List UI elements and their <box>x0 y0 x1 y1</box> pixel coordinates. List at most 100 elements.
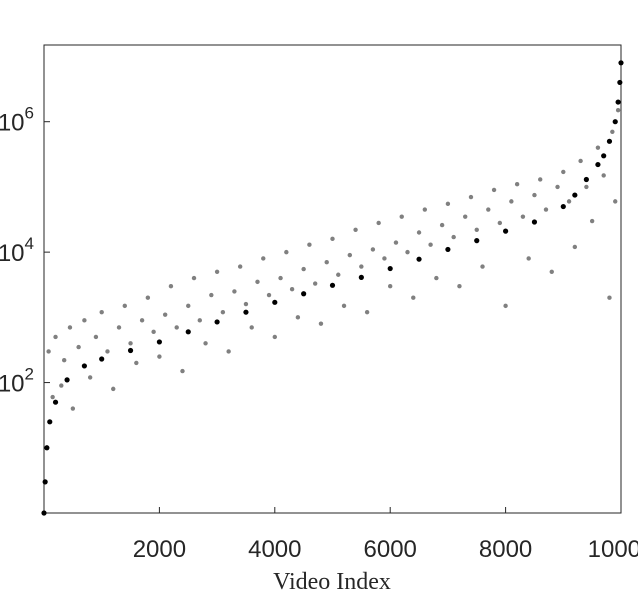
point <box>232 289 237 294</box>
plot-frame <box>43 44 622 514</box>
point <box>272 299 278 305</box>
point <box>359 264 364 269</box>
point <box>416 230 422 235</box>
point <box>307 242 312 247</box>
point <box>503 303 508 309</box>
point <box>99 356 105 362</box>
point <box>329 282 336 288</box>
point <box>589 218 595 224</box>
point <box>428 242 433 247</box>
point <box>393 240 399 245</box>
point <box>468 194 474 200</box>
point <box>330 236 335 242</box>
x-tick-label: 8000 <box>479 536 532 563</box>
point <box>157 354 162 359</box>
point <box>134 360 139 366</box>
point <box>612 119 618 125</box>
point <box>405 249 410 255</box>
x-tick-label: 6000 <box>364 536 417 563</box>
point <box>480 264 485 269</box>
point <box>532 192 537 198</box>
point <box>549 269 554 274</box>
point <box>376 220 381 226</box>
point <box>127 347 134 354</box>
point <box>203 341 208 346</box>
point <box>122 303 127 309</box>
point <box>64 377 70 383</box>
point <box>168 284 174 289</box>
point <box>336 272 341 277</box>
point <box>272 334 277 340</box>
point <box>261 256 266 261</box>
point <box>606 138 613 144</box>
point <box>503 228 509 234</box>
point <box>434 275 439 281</box>
point <box>411 295 416 300</box>
point <box>81 363 87 369</box>
point <box>67 325 73 330</box>
point <box>243 301 249 307</box>
point <box>526 256 531 261</box>
point <box>615 108 621 113</box>
point <box>457 284 462 289</box>
point <box>301 266 306 272</box>
point <box>128 341 133 346</box>
point <box>607 295 612 300</box>
point <box>583 176 589 183</box>
point <box>70 406 76 411</box>
point <box>341 303 347 309</box>
point <box>93 334 99 340</box>
point <box>82 318 87 323</box>
point <box>566 199 572 204</box>
point <box>145 295 151 300</box>
point <box>364 309 370 315</box>
x-tick-label: 2000 <box>133 536 186 563</box>
point <box>41 510 47 516</box>
point <box>266 292 272 298</box>
point <box>105 349 110 354</box>
point <box>139 318 145 323</box>
point <box>214 269 220 274</box>
point <box>555 184 560 190</box>
point <box>220 309 226 315</box>
point <box>44 445 50 451</box>
point <box>561 169 566 175</box>
point <box>422 207 428 212</box>
y-tick-label: 102 <box>0 365 34 398</box>
point <box>399 214 404 219</box>
point <box>387 265 393 272</box>
point <box>613 199 618 204</box>
point <box>618 60 624 66</box>
point <box>610 129 615 135</box>
point <box>595 161 601 168</box>
point <box>451 234 456 240</box>
point <box>53 334 58 340</box>
point <box>543 207 549 212</box>
point <box>99 309 104 315</box>
point <box>324 260 329 265</box>
point <box>615 99 621 105</box>
point <box>226 349 231 354</box>
point <box>191 275 197 281</box>
point <box>255 279 260 285</box>
point <box>249 325 254 330</box>
point <box>243 309 249 315</box>
point <box>46 349 51 354</box>
point <box>601 153 607 159</box>
point <box>87 375 93 380</box>
point <box>353 227 358 233</box>
point <box>531 219 538 225</box>
point <box>560 203 566 210</box>
point <box>474 227 479 233</box>
point <box>214 319 220 325</box>
point <box>61 358 67 363</box>
point <box>111 386 116 392</box>
point <box>491 187 497 193</box>
point <box>162 312 168 317</box>
point <box>584 184 589 190</box>
point <box>538 177 543 182</box>
point <box>572 244 578 250</box>
point <box>416 256 422 262</box>
x-axis-label: Video Index <box>273 569 391 595</box>
point <box>358 274 364 280</box>
